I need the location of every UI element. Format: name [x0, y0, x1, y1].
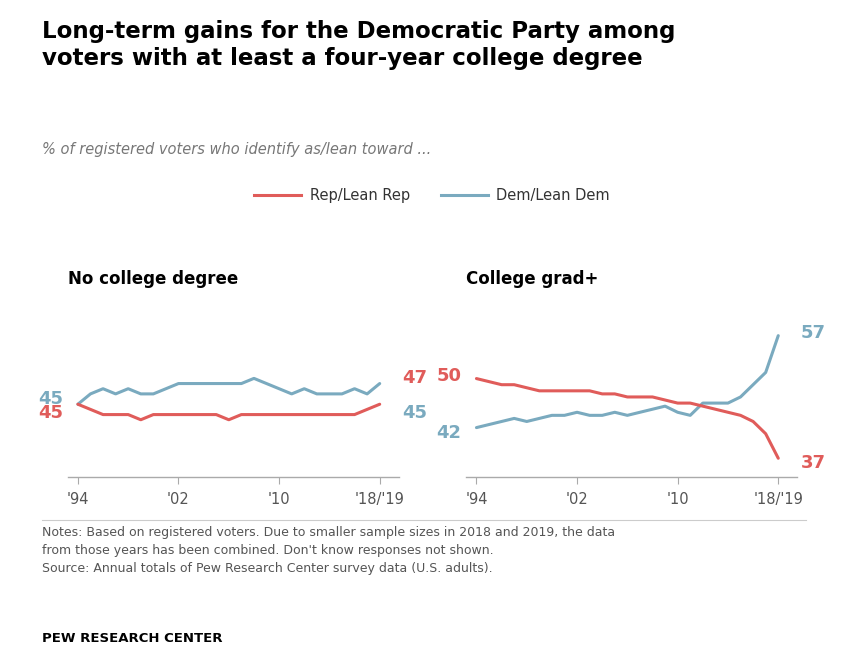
Text: Rep/Lean Rep: Rep/Lean Rep — [310, 188, 410, 203]
Text: 47: 47 — [402, 369, 427, 387]
Text: Notes: Based on registered voters. Due to smaller sample sizes in 2018 and 2019,: Notes: Based on registered voters. Due t… — [42, 526, 616, 575]
Text: Dem/Lean Dem: Dem/Lean Dem — [496, 188, 610, 203]
Text: College grad+: College grad+ — [466, 270, 599, 288]
Text: 50: 50 — [437, 367, 461, 385]
Text: 45: 45 — [402, 404, 427, 422]
Text: PEW RESEARCH CENTER: PEW RESEARCH CENTER — [42, 632, 223, 645]
Text: 45: 45 — [38, 390, 63, 408]
Text: No college degree: No college degree — [68, 270, 238, 288]
Text: 57: 57 — [801, 324, 826, 342]
Text: 42: 42 — [437, 424, 461, 442]
Text: 37: 37 — [801, 454, 826, 472]
Text: Long-term gains for the Democratic Party among
voters with at least a four-year : Long-term gains for the Democratic Party… — [42, 20, 676, 70]
Text: % of registered voters who identify as/lean toward ...: % of registered voters who identify as/l… — [42, 142, 432, 158]
Text: 45: 45 — [38, 404, 63, 422]
